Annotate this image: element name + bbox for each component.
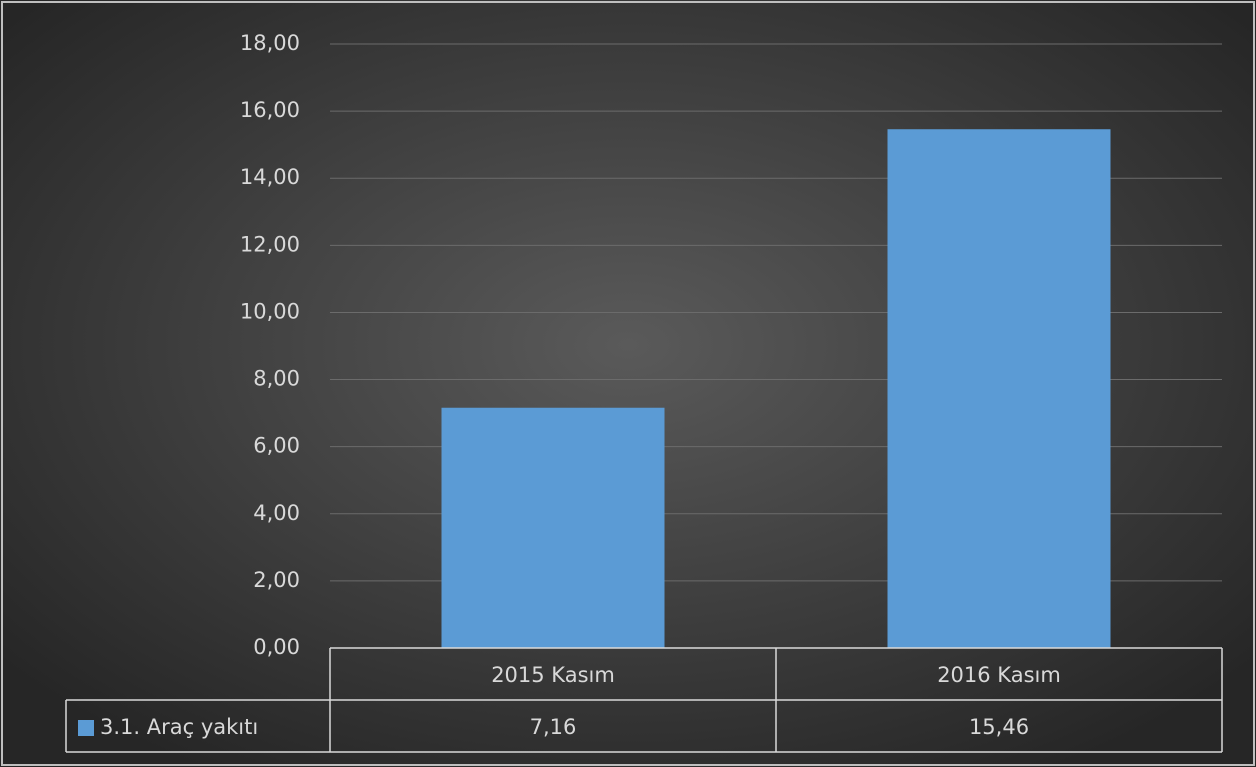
y-tick-label: 0,00 — [253, 635, 300, 659]
y-tick-label: 18,00 — [240, 31, 300, 55]
y-tick-label: 2,00 — [253, 568, 300, 592]
y-tick-label: 12,00 — [240, 232, 300, 256]
data-label: 7,16 — [530, 715, 577, 739]
y-tick-label: 16,00 — [240, 98, 300, 122]
legend-label: 3.1. Araç yakıtı — [100, 715, 258, 739]
data-label: 15,46 — [969, 715, 1029, 739]
x-tick-label: 2015 Kasım — [491, 663, 615, 687]
y-tick-label: 4,00 — [253, 501, 300, 525]
y-tick-label: 14,00 — [240, 165, 300, 189]
y-tick-label: 8,00 — [253, 367, 300, 391]
bar — [441, 407, 665, 648]
y-tick-label: 10,00 — [240, 299, 300, 323]
x-tick-label: 2016 Kasım — [937, 663, 1061, 687]
bar — [887, 129, 1111, 649]
y-tick-label: 6,00 — [253, 434, 300, 458]
legend-swatch — [78, 720, 94, 736]
